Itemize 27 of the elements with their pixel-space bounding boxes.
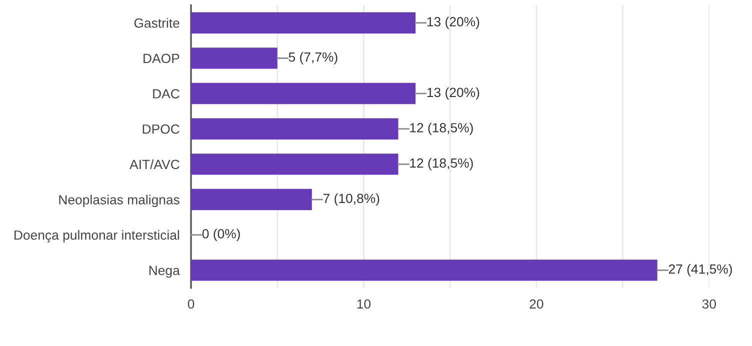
y-tick-label: DAC bbox=[153, 89, 180, 98]
x-tick-label: 20 bbox=[530, 299, 544, 309]
x-tick-label: 30 bbox=[702, 299, 716, 309]
data-label: 12 (18,5%) bbox=[410, 122, 473, 136]
data-label: 5 (7,7%) bbox=[288, 52, 338, 64]
data-label: 7 (10,8%) bbox=[323, 193, 380, 206]
y-tick-label: Nega bbox=[149, 266, 180, 278]
bar bbox=[191, 12, 416, 34]
bar bbox=[191, 188, 312, 210]
y-tick-label: DAOP bbox=[144, 54, 180, 64]
data-label: 12 (18,5%) bbox=[410, 158, 473, 170]
data-label: 0 (0%) bbox=[202, 228, 240, 242]
y-tick-label: Doença pulmonar intersticial bbox=[14, 230, 180, 242]
data-label: 27 (41,5%) bbox=[668, 264, 732, 276]
y-tick-label: Gastrite bbox=[134, 18, 180, 28]
x-tick-label: 10 bbox=[357, 299, 371, 309]
y-tick-label: AIT/AVC bbox=[130, 159, 180, 170]
bar bbox=[191, 82, 416, 104]
bar bbox=[191, 48, 278, 69]
y-tick-label: DPOC bbox=[142, 124, 180, 134]
bar bbox=[191, 260, 658, 281]
y-tick-label: Neoplasias malignas bbox=[59, 194, 180, 208]
bar bbox=[191, 118, 398, 140]
x-tick-label: 0 bbox=[188, 299, 194, 309]
data-label: 13 (20%) bbox=[427, 87, 480, 100]
data-label: 13 (20%) bbox=[427, 16, 480, 29]
bar bbox=[191, 154, 398, 175]
